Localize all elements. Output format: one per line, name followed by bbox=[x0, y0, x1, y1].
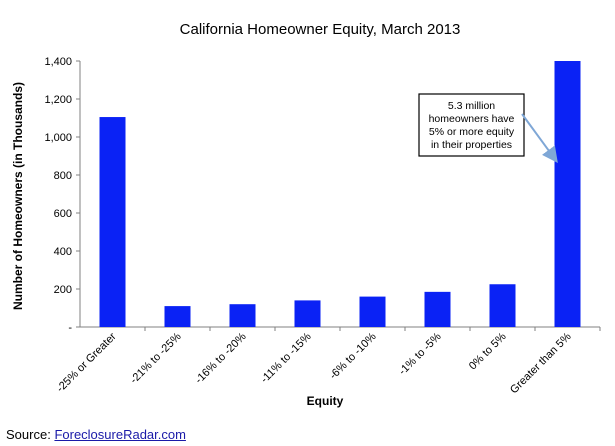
x-tick-label: Greater than 5% bbox=[508, 330, 574, 396]
y-tick-label: 1,200 bbox=[44, 94, 72, 106]
x-tick-label: -16% to -20% bbox=[193, 330, 249, 386]
y-tick-labels: - 200 400 600 800 1,000 1,200 1,400 bbox=[44, 56, 72, 334]
annotation-box bbox=[418, 93, 525, 157]
x-tick-label: -1% to -5% bbox=[397, 330, 444, 377]
source-label: Source: bbox=[6, 427, 51, 442]
annotation-text: 5% or more equity bbox=[429, 126, 515, 138]
chart-title: California Homeowner Equity, March 2013 bbox=[180, 21, 461, 38]
y-tick-label: 200 bbox=[54, 284, 72, 296]
y-tick-label: 600 bbox=[54, 208, 72, 220]
bar bbox=[164, 306, 191, 327]
bar bbox=[424, 291, 451, 327]
y-tick-label: 800 bbox=[54, 170, 72, 182]
x-tick-label: 0% to 5% bbox=[467, 330, 509, 372]
x-tick-label: -21% to -25% bbox=[128, 330, 184, 386]
bar bbox=[99, 117, 126, 327]
bars bbox=[99, 61, 581, 327]
x-tick-labels: -25% or Greater -21% to -25% -16% to -20% -… bbox=[54, 330, 573, 396]
y-axis-label: Number of Homeowners (in Thousands) bbox=[11, 82, 25, 310]
source-line: Source: ForeclosureRadar.com bbox=[6, 427, 186, 442]
y-tick-label: - bbox=[68, 322, 72, 334]
x-tick-label: -11% to -15% bbox=[259, 330, 314, 385]
bar bbox=[229, 304, 256, 327]
y-tick-label: 1,000 bbox=[44, 132, 72, 144]
bar bbox=[554, 61, 581, 327]
annotation-text: homeowners have bbox=[429, 113, 515, 125]
bar bbox=[359, 296, 386, 327]
x-tick-label: -6% to -10% bbox=[327, 330, 378, 381]
y-tick-label: 1,400 bbox=[44, 56, 72, 68]
bar bbox=[489, 284, 516, 327]
annotation-text: 5.3 million bbox=[448, 100, 495, 112]
annotation-text: in their properties bbox=[431, 139, 512, 151]
bar bbox=[294, 300, 321, 327]
source-link[interactable]: ForeclosureRadar.com bbox=[54, 427, 186, 442]
y-tick-label: 400 bbox=[54, 246, 72, 258]
x-tick-label: -25% or Greater bbox=[54, 330, 118, 394]
x-axis-label: Equity bbox=[307, 394, 344, 408]
annotation-arrow bbox=[521, 113, 558, 164]
